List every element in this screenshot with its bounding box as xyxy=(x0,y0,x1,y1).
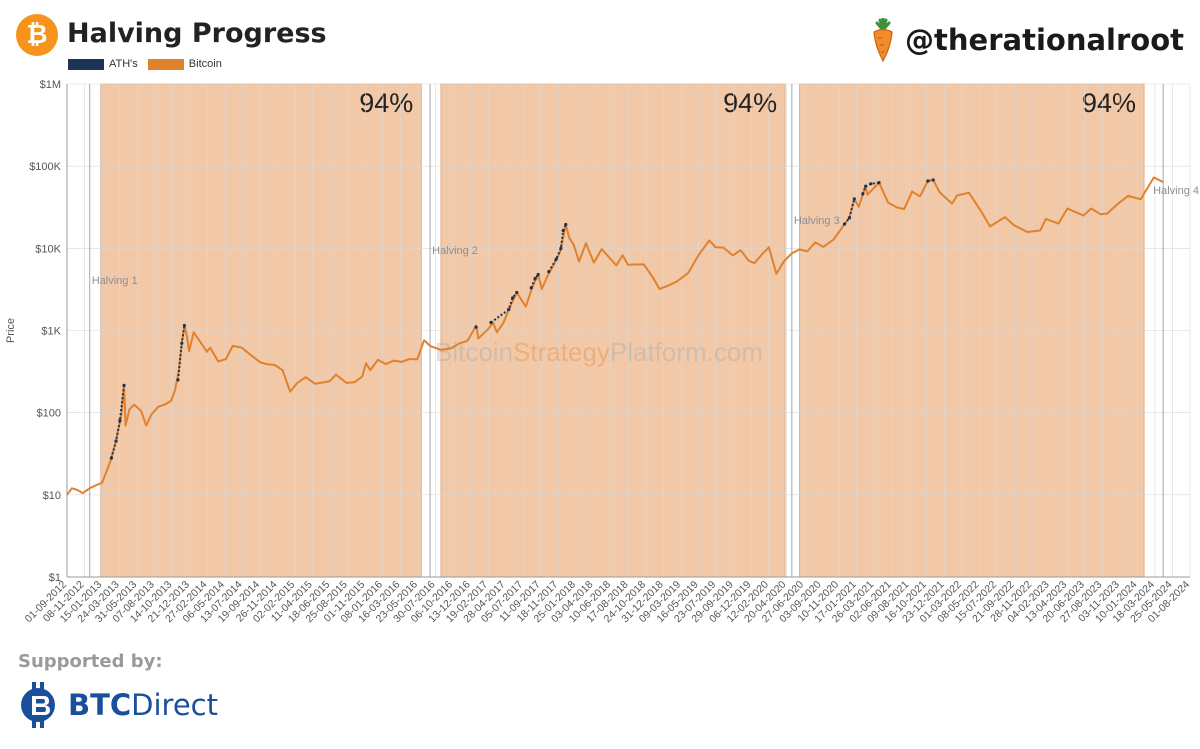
author-handle: @therationalroot xyxy=(905,23,1184,57)
watermark-text: BitcoinStrategyPlatform.com xyxy=(435,337,763,367)
author-brand: @therationalroot xyxy=(869,18,1184,62)
ath-point-2-1 xyxy=(176,378,180,382)
ath-point-5-3 xyxy=(536,272,540,277)
ath-segment-1 xyxy=(110,385,125,459)
ath-segment-5 xyxy=(530,273,539,289)
chart-axes: $1$10$100$1K$10K$100K$1M01-09-201208-11-… xyxy=(5,79,1192,625)
legend-swatch-bitcoin xyxy=(147,58,184,70)
progress-label-2: 94% xyxy=(723,88,777,118)
halving-label-4: Halving 4 xyxy=(1153,185,1199,197)
ath-point-1-1 xyxy=(109,456,113,460)
ath-point-6-3 xyxy=(559,246,563,250)
ath-point-4-3 xyxy=(511,296,515,300)
ath-point-5-2 xyxy=(533,276,537,281)
legend-label-ath: ATH's xyxy=(109,58,138,70)
halving-label-3: Halving 3 xyxy=(794,215,840,227)
halving-label-2: Halving 2 xyxy=(432,245,478,257)
sponsor-name-bold: BTC xyxy=(68,688,132,722)
ath-point-1-2 xyxy=(114,439,118,443)
watermark: BitcoinStrategyPlatform.com xyxy=(435,337,763,367)
ath-point-1-4 xyxy=(122,383,126,387)
y-tick-label-3: $1K xyxy=(41,326,61,338)
btcdirect-logo-icon xyxy=(21,682,55,728)
ath-point-6-5 xyxy=(564,222,568,227)
halving-label-1: Halving 1 xyxy=(92,275,138,287)
ath-point-7-3 xyxy=(852,197,856,201)
progress-label-1: 94% xyxy=(359,88,413,118)
y-tick-label-2: $100 xyxy=(37,408,61,420)
legend-swatch-ath xyxy=(68,58,104,70)
halving-markers: Halving 1 Halving 2 Halving 3 Halving 4 xyxy=(89,84,1199,577)
ath-segment-6 xyxy=(547,224,567,273)
ath-point-9-2 xyxy=(931,178,935,182)
ath-segment-7 xyxy=(843,198,856,225)
y-tick-label-5: $100K xyxy=(29,161,61,173)
page-title: Halving Progress xyxy=(67,18,327,49)
watermark-part-2: Strategy xyxy=(513,337,610,367)
ath-point-2-2 xyxy=(180,341,184,345)
supported-by-label: Supported by: xyxy=(18,651,163,672)
legend-label-bitcoin: Bitcoin xyxy=(188,58,222,70)
ath-point-5-1 xyxy=(529,286,533,290)
sponsor-logo[interactable]: BTCDirect xyxy=(18,682,218,728)
ath-point-4-4 xyxy=(515,290,519,295)
ath-point-6-2 xyxy=(554,257,558,261)
legend-entry-ath[interactable]: ATH's xyxy=(68,58,138,70)
ath-point-9-1 xyxy=(926,179,930,183)
ath-point-4-2 xyxy=(507,307,511,312)
ath-segment-8 xyxy=(861,181,880,195)
watermark-part-3: Platform.com xyxy=(610,337,763,367)
y-tick-label-1: $10 xyxy=(43,490,61,502)
y-axis-title: Price xyxy=(5,318,17,343)
ath-segment-4 xyxy=(490,291,518,324)
y-tick-label-6: $1M xyxy=(40,79,61,91)
legend-entry-bitcoin[interactable]: Bitcoin xyxy=(147,58,222,70)
ath-point-8-2 xyxy=(864,184,868,188)
y-tick-label-0: $1 xyxy=(49,572,61,584)
ath-point-7-1 xyxy=(842,222,847,226)
bitcoin-logo-icon: ₿ xyxy=(16,14,58,56)
ath-point-3-1 xyxy=(474,325,478,329)
ath-point-1-3 xyxy=(118,419,122,423)
ath-point-7-2 xyxy=(847,216,851,220)
ath-point-8-1 xyxy=(861,192,865,196)
ath-point-8-4 xyxy=(877,181,881,185)
series-bitcoin-line xyxy=(66,176,1164,496)
header: ₿ Halving Progress ATH's Bitcoin @therat… xyxy=(0,0,1200,80)
ath-point-6-1 xyxy=(547,270,551,274)
ath-point-6-4 xyxy=(561,228,565,233)
ath-point-4-1 xyxy=(489,320,493,325)
carrot-icon xyxy=(873,18,893,62)
watermark-part-1: Bitcoin xyxy=(435,337,513,367)
legend: ATH's Bitcoin xyxy=(68,58,232,70)
ath-point-2-3 xyxy=(182,323,187,328)
series xyxy=(66,176,1164,496)
sponsor-name: BTCDirect xyxy=(68,688,218,722)
y-tick-label-4: $10K xyxy=(35,243,61,255)
ath-point-8-3 xyxy=(869,182,873,186)
sponsor-name-rest: Direct xyxy=(131,688,219,722)
progress-label-3: 94% xyxy=(1082,88,1136,118)
